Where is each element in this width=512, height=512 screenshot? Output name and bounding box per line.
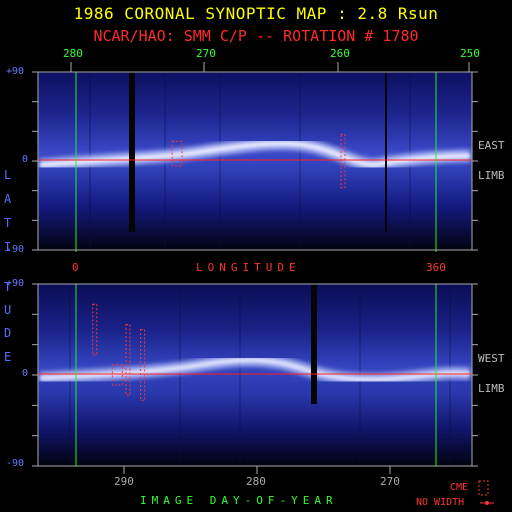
cme-event-mark	[125, 323, 131, 396]
east-limb-label: LIMB	[478, 169, 505, 182]
cme-legend-icon	[478, 480, 489, 496]
top-tick-label: 260	[330, 47, 350, 60]
bottom-axis-ticks	[123, 466, 391, 474]
west-limb-label: WEST	[478, 352, 505, 365]
latitude-letter: T	[4, 216, 12, 230]
latitude-letter: T	[4, 280, 12, 294]
latitude-letter: A	[4, 192, 12, 206]
bottom-tick-label: 290	[114, 475, 134, 488]
chart-subtitle: NCAR/HAO: SMM C/P -- ROTATION # 1780	[93, 27, 419, 45]
lat-label-bottom-panel: +90	[6, 278, 25, 289]
top-tick-label: 280	[63, 47, 83, 60]
top-cme-events	[171, 133, 346, 189]
latitude-letter: D	[4, 326, 12, 340]
lat-label-bottom-panel: -90	[6, 458, 25, 469]
bottom-tick-label: 280	[246, 475, 266, 488]
cme-event-mark	[92, 303, 98, 356]
lat-label-top-panel: +90	[6, 66, 25, 77]
top-panel	[37, 71, 473, 252]
latitude-letter: E	[4, 350, 12, 364]
cme-event-mark	[340, 133, 346, 189]
bottom-tick-label: 270	[380, 475, 400, 488]
chart-title: 1986 CORONAL SYNOPTIC MAP : 2.8 Rsun	[73, 4, 439, 23]
cme-legend-label: CME	[450, 482, 469, 493]
longitude-left-label: 0	[72, 261, 79, 274]
longitude-axis-label: LONGITUDE	[196, 261, 301, 274]
cme-event-mark	[111, 364, 123, 386]
top-tick-label: 250	[460, 47, 480, 60]
top-panel-gap	[129, 72, 135, 232]
bottom-panel	[37, 283, 473, 467]
top-axis-ticks	[70, 62, 470, 72]
top-tick-label: 270	[196, 47, 216, 60]
latitude-letter: U	[4, 303, 12, 317]
longitude-right-label: 360	[426, 261, 446, 274]
no-width-legend-icon	[480, 501, 494, 505]
latitude-ticks	[32, 71, 478, 467]
lat-label-top-panel: -90	[6, 244, 25, 255]
cme-event-mark	[140, 329, 146, 401]
latitude-letter: I	[4, 240, 12, 254]
east-limb-label: EAST	[478, 139, 505, 152]
west-limb-label: LIMB	[478, 382, 505, 395]
lat-label-top-panel: 0	[22, 154, 29, 165]
cme-event-mark	[171, 140, 183, 167]
no-width-legend-label: NO WIDTH	[416, 497, 465, 508]
day-of-year-axis-label: IMAGE DAY-OF-YEAR	[140, 494, 338, 507]
lat-label-bottom-panel: 0	[22, 368, 29, 379]
bottom-panel-gap	[311, 284, 317, 404]
latitude-letter: L	[4, 168, 12, 182]
bottom-cme-events	[92, 303, 146, 401]
